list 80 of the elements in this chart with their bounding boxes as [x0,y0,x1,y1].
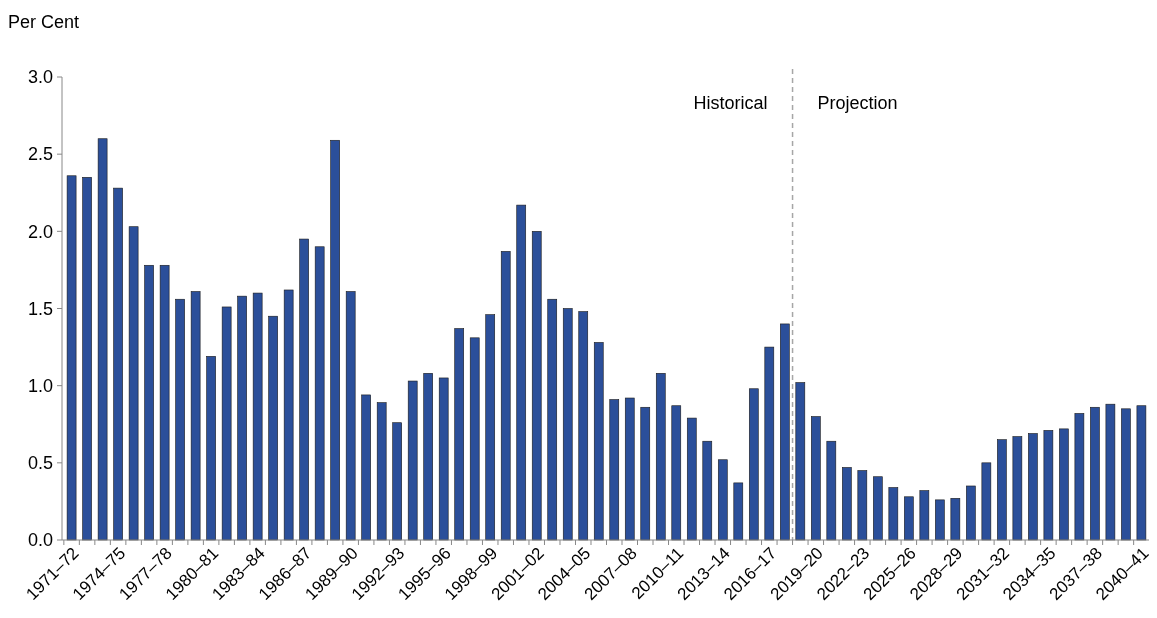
bar [857,470,868,541]
bar [454,328,464,541]
bar [1105,403,1116,541]
bar [1136,405,1147,541]
bar [82,177,92,541]
bar [1121,408,1131,541]
bar [159,264,170,541]
bar [733,482,744,541]
bar [407,380,418,541]
bar [717,459,728,541]
annotation: Projection [817,93,898,113]
bar [237,295,247,541]
bar [593,342,604,541]
bar [361,394,371,541]
bar [640,406,651,541]
y-tick-label: 1.5 [27,298,53,319]
bar [842,467,852,541]
y-tick-label: 1.0 [27,375,53,396]
y-axis-title: Per Cent [8,12,80,32]
bar [500,251,511,541]
bar [268,315,278,541]
y-tick-label: 0.0 [27,530,53,551]
bar [873,476,883,541]
bar [1090,406,1100,541]
bar [376,402,387,541]
bar [206,356,216,541]
bar [1012,436,1023,541]
bar [578,311,589,541]
bar [438,377,449,541]
bar [97,138,108,541]
bar [299,238,309,541]
bar [547,298,558,541]
bar [423,373,433,541]
bar [795,382,806,541]
bar [609,399,620,541]
bar [345,291,356,541]
bar [144,264,154,541]
bar [749,388,759,541]
bar [283,289,294,541]
y-tick-label: 2.5 [27,144,53,165]
bar [314,246,325,541]
bar [686,417,697,541]
bar [811,416,821,541]
bar [919,490,930,541]
bar [826,440,837,541]
bar [113,187,123,541]
bar [624,397,635,541]
bar [485,314,496,541]
bar [981,462,992,541]
bar [531,231,542,541]
bar [655,373,666,541]
bar [175,298,185,541]
bar [780,323,790,541]
bar [888,487,899,541]
bar [190,291,201,541]
bar [702,440,713,541]
y-tick-label: 3.0 [27,67,53,88]
bar [764,346,775,541]
bar [997,439,1007,541]
bar [1043,430,1054,541]
bar [469,337,480,541]
bar [516,204,527,541]
bar [66,175,77,541]
annotation: Historical [693,93,768,113]
bar [950,498,961,541]
bar [392,422,402,541]
bar [671,405,682,541]
bar [252,292,263,541]
bar [1074,413,1085,541]
bar [935,499,945,541]
bar [1028,433,1038,541]
bar [904,496,914,541]
bar [128,226,139,541]
bar [330,139,340,541]
bar [221,306,232,541]
bar [966,485,976,541]
y-tick-label: 0.5 [27,453,53,474]
bar [562,308,573,541]
bar [1059,428,1069,541]
y-tick-label: 2.0 [27,221,53,242]
